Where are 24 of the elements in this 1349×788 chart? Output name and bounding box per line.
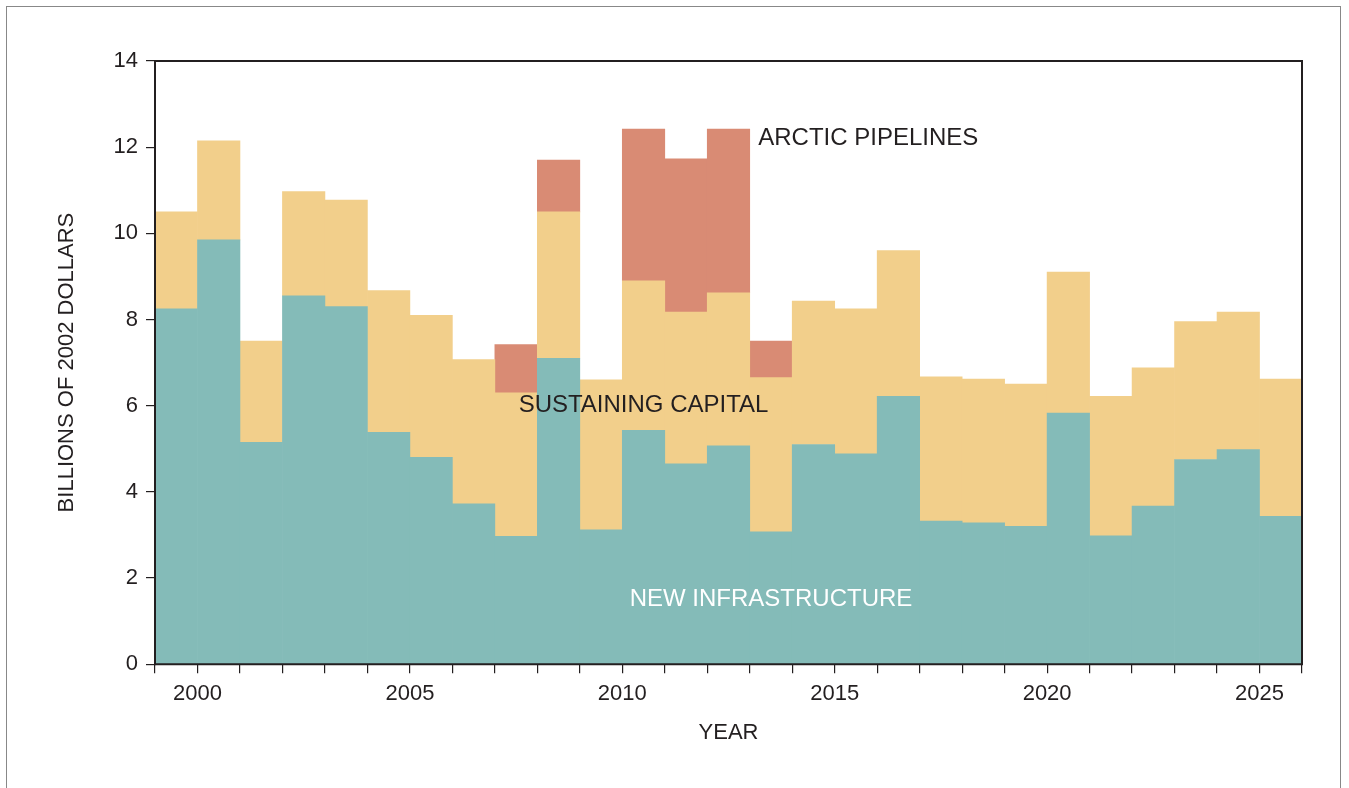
y-tick-label: 14 <box>113 47 138 73</box>
y-tick-label: 12 <box>113 133 138 159</box>
bar <box>494 344 538 394</box>
x-tick-label: 2025 <box>1235 680 1284 706</box>
series-label: NEW INFRASTRUCTURE <box>629 584 913 612</box>
x-tick-label: 2020 <box>1022 680 1072 706</box>
x-tick-label: 2005 <box>385 680 435 706</box>
series-label: SUSTAINING CAPITAL <box>518 390 769 418</box>
x-axis-title: YEAR <box>698 718 759 744</box>
y-tick-label: 6 <box>125 391 138 417</box>
y-tick-label: 8 <box>125 305 138 331</box>
x-tick-label: 2010 <box>597 680 647 706</box>
y-tick-label: 0 <box>125 650 138 676</box>
y-axis-title: BILLIONS OF 2002 DOLLARS <box>53 212 79 513</box>
y-tick-label: 10 <box>113 219 138 245</box>
y-tick-label: 4 <box>125 477 138 503</box>
x-tick-label: 2015 <box>810 680 860 706</box>
y-tick-label: 2 <box>125 564 138 590</box>
bar <box>537 211 581 359</box>
bar <box>239 340 283 443</box>
x-tick-label: 2000 <box>173 680 222 706</box>
bar <box>537 159 581 213</box>
series-label: ARCTIC PIPELINES <box>758 123 979 151</box>
bar <box>749 340 793 379</box>
